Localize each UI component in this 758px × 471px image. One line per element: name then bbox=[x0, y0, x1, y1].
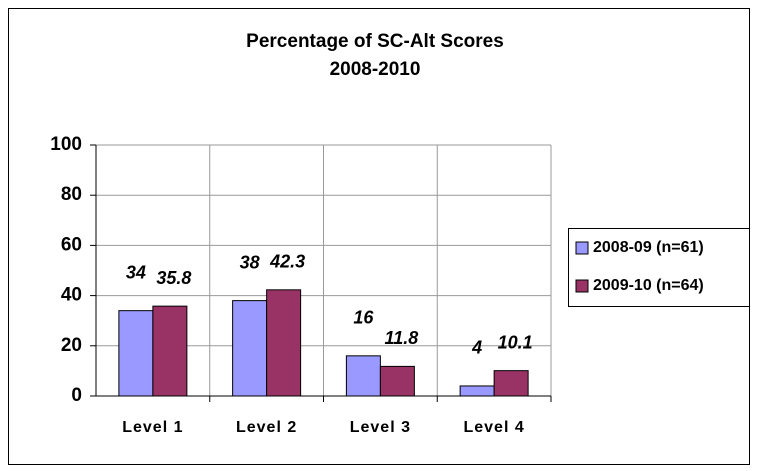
data-label: 10.1 bbox=[498, 332, 533, 352]
data-label: 35.8 bbox=[156, 268, 191, 288]
bar bbox=[493, 370, 529, 397]
y-tick-label: 60 bbox=[61, 234, 82, 255]
data-label: 38 bbox=[240, 252, 260, 272]
bar bbox=[379, 365, 415, 397]
data-label: 42.3 bbox=[269, 252, 305, 272]
y-tick-label: 0 bbox=[71, 385, 82, 406]
bar bbox=[266, 289, 302, 397]
chart-title: Percentage of SC-Alt Scores bbox=[246, 31, 504, 52]
legend-swatch bbox=[575, 241, 589, 255]
legend-label: 2008-09 (n=61) bbox=[593, 239, 704, 256]
legend-box bbox=[568, 228, 750, 307]
bar bbox=[345, 355, 381, 397]
legend-swatch bbox=[575, 279, 589, 293]
y-tick-label: 40 bbox=[61, 285, 82, 306]
data-label: 34 bbox=[126, 262, 146, 282]
bar bbox=[118, 310, 154, 397]
y-tick-label: 20 bbox=[61, 335, 82, 356]
x-tick-label: Level 3 bbox=[350, 419, 411, 436]
bar bbox=[152, 305, 188, 397]
data-label: 16 bbox=[353, 308, 374, 328]
x-tick-label: Level 1 bbox=[122, 419, 183, 436]
legend-label: 2009-10 (n=64) bbox=[593, 277, 704, 294]
y-tick-label: 100 bbox=[50, 134, 82, 155]
x-tick-label: Level 2 bbox=[236, 419, 297, 436]
y-tick-label: 80 bbox=[61, 184, 82, 205]
chart-subtitle: 2008-2010 bbox=[330, 59, 421, 80]
bar bbox=[232, 300, 268, 397]
x-tick-label: Level 4 bbox=[463, 419, 524, 436]
bar bbox=[459, 385, 495, 397]
data-label: 11.8 bbox=[385, 328, 419, 348]
data-label: 4 bbox=[471, 338, 482, 358]
